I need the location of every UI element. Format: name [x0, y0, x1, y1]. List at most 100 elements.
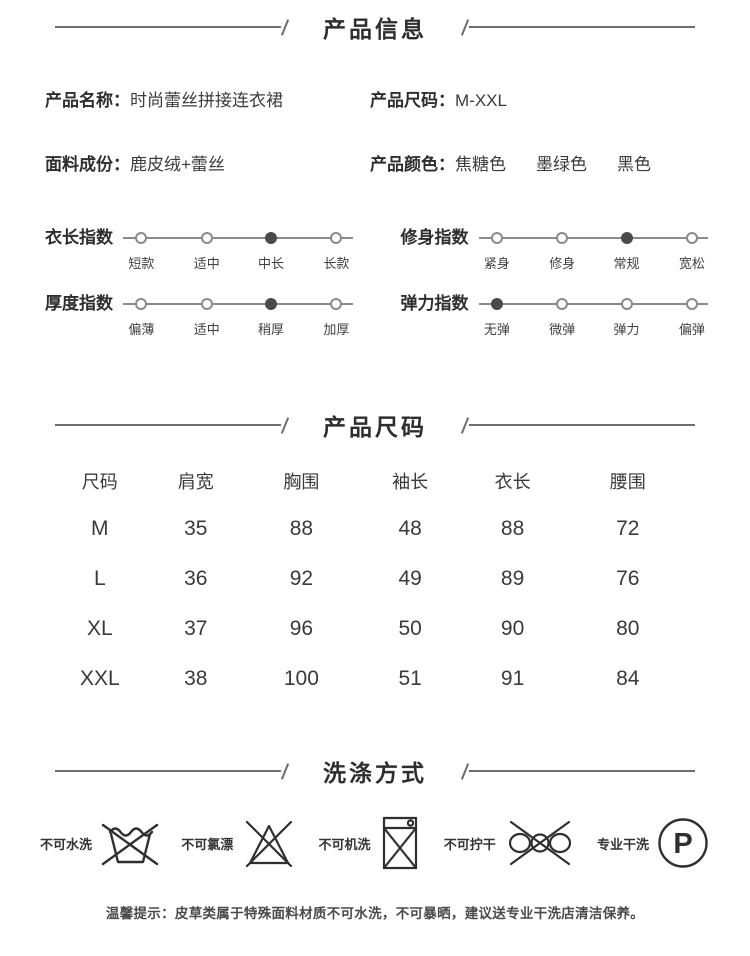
no-machine-wash-icon — [377, 814, 423, 872]
size-cell-value: 84 — [616, 667, 640, 690]
index-option: 弹力 — [614, 298, 640, 338]
field-value-fabric: 鹿皮绒+蕾丝 — [130, 155, 225, 174]
size-cell-size: M — [91, 517, 109, 540]
color-option: 焦糖色 — [455, 155, 506, 174]
size-column-header: 尺码 — [81, 472, 118, 492]
size-table-row: M 35 88 48 88 72 — [55, 504, 695, 554]
index-option-label: 修身 — [549, 256, 576, 271]
index-slider: 修身指数 紧身 修身 常规 宽松 — [400, 228, 708, 280]
divider-line — [469, 770, 695, 772]
size-column-header: 袖长 — [392, 472, 429, 492]
index-slider-label: 弹力指数 — [400, 294, 469, 313]
index-dot-icon — [685, 298, 698, 310]
size-column-header: 腰围 — [609, 472, 646, 492]
field-value-product-size: M-XXL — [455, 91, 507, 110]
field-label-fabric: 面料成份： — [45, 155, 130, 174]
index-option-label: 偏弹 — [678, 322, 705, 337]
wash-item: 不可拧干 — [444, 819, 577, 867]
divider-line — [55, 424, 281, 426]
wash-item-label: 不可氯漂 — [181, 836, 234, 852]
size-cell-value: 35 — [184, 517, 208, 540]
size-cell-size: XXL — [79, 667, 120, 690]
divider-line — [55, 26, 281, 28]
section-title-product-info: 产品信息 — [323, 16, 427, 42]
index-slider-line — [123, 237, 353, 239]
index-option-label: 适中 — [193, 256, 220, 271]
index-option: 长款 — [323, 232, 349, 272]
index-option: 适中 — [194, 232, 220, 272]
size-cell-value: 88 — [289, 517, 314, 540]
no-wring-icon — [503, 819, 577, 867]
index-slider-line — [478, 237, 708, 239]
index-option: 适中 — [194, 298, 220, 338]
size-cell-value: 50 — [398, 617, 422, 640]
size-cell-value: 96 — [289, 617, 314, 640]
index-sliders-grid: 衣长指数 短款 适中 中长 长款 修身指数 紧身 修身 常规 宽松 厚度指数 偏薄 适中 稍厚 加厚 弹力指数… — [0, 228, 750, 346]
index-slider-track: 偏薄 适中 稍厚 加厚 — [123, 294, 353, 346]
index-option-label: 短款 — [128, 256, 155, 271]
index-dot-icon — [135, 232, 148, 244]
index-slider-label: 修身指数 — [400, 228, 469, 247]
section-header-size-chart: 产品尺码 — [0, 408, 750, 442]
size-cell-value: 76 — [616, 567, 640, 590]
index-option: 加厚 — [323, 298, 349, 338]
index-option: 短款 — [128, 232, 154, 272]
size-cell-value: 38 — [184, 667, 208, 690]
index-dot-icon — [490, 232, 503, 244]
index-option-label: 偏薄 — [128, 322, 155, 337]
field-value-product-colors: 焦糖色 墨绿色 黑色 — [455, 155, 651, 174]
index-dot-icon — [556, 232, 569, 244]
index-slider: 弹力指数 无弹 微弹 弹力 偏弹 — [400, 294, 708, 346]
no-bleach-icon — [240, 817, 298, 869]
index-slider-track: 无弹 微弹 弹力 偏弹 — [478, 294, 708, 346]
index-option-label: 常规 — [613, 256, 640, 271]
size-cell-value: 51 — [398, 667, 422, 690]
index-option-label: 宽松 — [678, 256, 705, 271]
field-label-product-name: 产品名称： — [45, 91, 130, 110]
index-option: 微弹 — [549, 298, 575, 338]
field-product-name: 产品名称：时尚蕾丝拼接连衣裙 — [45, 90, 370, 112]
wash-item-label: 专业干洗 — [596, 836, 649, 852]
index-option-label: 长款 — [323, 256, 350, 271]
divider-line — [55, 770, 281, 772]
divider-slash — [460, 762, 470, 780]
divider-slash — [460, 416, 470, 434]
divider-line — [469, 424, 695, 426]
section-header-product-info: 产品信息 — [0, 0, 750, 44]
section-header-wash: 洗涤方式 — [0, 754, 750, 788]
index-slider: 厚度指数 偏薄 适中 稍厚 加厚 — [45, 294, 353, 346]
size-table-row: XL 37 96 50 90 80 — [55, 604, 695, 654]
index-option-label: 加厚 — [323, 322, 350, 337]
index-dot-icon — [330, 232, 343, 244]
field-product-colors: 产品颜色：焦糖色 墨绿色 黑色 — [370, 154, 705, 176]
index-slider-label: 厚度指数 — [45, 294, 113, 313]
index-slider-line — [478, 303, 708, 305]
index-option: 偏薄 — [128, 298, 154, 338]
size-cell-value: 100 — [283, 667, 319, 690]
color-option: 墨绿色 — [536, 155, 587, 174]
color-option: 黑色 — [617, 155, 651, 174]
divider-slash — [280, 762, 290, 780]
size-cell-value: 92 — [289, 567, 314, 590]
index-slider: 衣长指数 短款 适中 中长 长款 — [45, 228, 353, 280]
size-cell-value: 37 — [184, 617, 208, 640]
dry-clean-p-icon: P — [656, 816, 710, 870]
wash-item: 不可机洗 — [318, 814, 423, 872]
size-cell-value: 36 — [184, 567, 208, 590]
index-dot-icon — [685, 232, 698, 244]
index-dot-icon — [135, 298, 148, 310]
divider-line — [469, 26, 695, 28]
size-cell-size: XL — [86, 617, 113, 640]
field-value-product-name: 时尚蕾丝拼接连衣裙 — [130, 91, 283, 110]
divider-slash — [460, 18, 470, 36]
index-option-label: 微弹 — [549, 322, 576, 337]
field-fabric: 面料成份：鹿皮绒+蕾丝 — [45, 154, 370, 176]
index-option: 中长 — [258, 232, 284, 272]
index-option: 无弹 — [484, 298, 510, 338]
index-dot-selected-icon — [490, 298, 503, 310]
index-option-label: 稍厚 — [258, 322, 285, 337]
product-info-grid: 产品名称：时尚蕾丝拼接连衣裙 产品尺码：M-XXL 面料成份：鹿皮绒+蕾丝 产品… — [0, 90, 750, 176]
size-cell-value: 80 — [616, 617, 640, 640]
size-chart-table: 尺码 肩宽 胸围 袖长 衣长 腰围 M 35 88 48 88 72 L 36 92 49 89 76 XL 37 9… — [55, 456, 695, 704]
wash-item: 不可氯漂 — [181, 817, 298, 869]
